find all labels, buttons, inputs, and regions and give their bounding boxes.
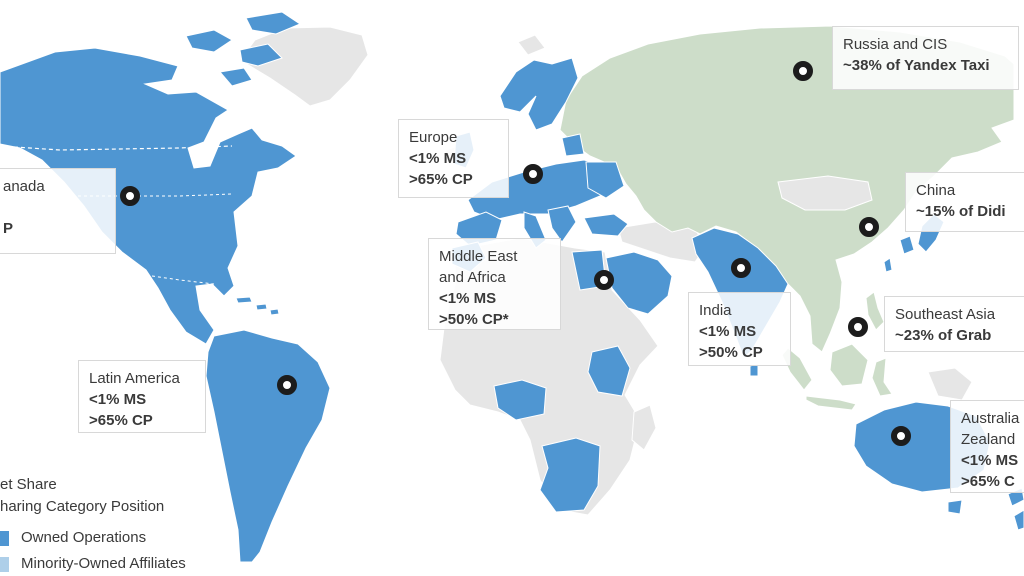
region-caribbean-3 (269, 308, 280, 316)
region-south-america (205, 329, 331, 563)
region-south-korea (899, 235, 915, 255)
callout-value: >50% CP (699, 344, 763, 361)
region-caribbean-2 (255, 303, 268, 311)
region-balkans (547, 205, 577, 243)
callout-southeast-asia: Southeast Asia ~23% of Grab (884, 296, 1024, 352)
callout-value: P (3, 220, 14, 237)
region-south-africa (539, 437, 601, 513)
callout-us-canada: anada P (0, 168, 116, 254)
region-svalbard (517, 34, 546, 56)
map-markers (120, 61, 911, 446)
legend-item-label: Owned Operations (21, 529, 147, 546)
callout-india: India <1% MS >50% CP (688, 292, 791, 366)
marker-europe-icon (523, 164, 543, 184)
callout-value (3, 197, 105, 218)
marker-middle-east-africa-icon (594, 270, 614, 290)
region-arctic-island-3 (245, 11, 302, 35)
region-arctic-island-2 (239, 43, 283, 67)
region-borneo (829, 343, 869, 387)
callout-value: <1% MS (409, 150, 467, 167)
marker-india-icon (731, 258, 751, 278)
callout-value: ~23% of Grab (895, 327, 992, 344)
callout-title: Latin America (89, 370, 180, 387)
owned-operations-swatch-icon (0, 530, 9, 546)
region-new-zealand-south (1013, 509, 1024, 531)
region-taiwan (883, 257, 893, 273)
callout-title: Middle East (439, 248, 518, 265)
callout-value: ~38% of Yandex Taxi (843, 57, 990, 74)
region-turkey (583, 213, 629, 237)
legend-item-owned-operations: Owned Operations (0, 527, 186, 549)
callout-value: >50% CP* (439, 311, 509, 328)
callout-value: >65% CP (89, 412, 153, 429)
callout-title: Zealand (961, 431, 1016, 448)
region-east-africa (587, 345, 631, 397)
callout-title: China (916, 182, 956, 199)
legend-item-minority-owned-affiliates: Minority-Owned Affiliates (0, 553, 186, 575)
region-scandinavia (499, 57, 579, 131)
callout-title: Russia and CIS (843, 36, 948, 53)
callout-value: >65% C (961, 473, 1015, 490)
marker-australia-icon (891, 426, 911, 446)
legend-item-label: Minority-Owned Affiliates (21, 555, 186, 572)
legend: et Share haring Category Position Owned … (0, 474, 186, 575)
callout-title: and Africa (439, 269, 506, 286)
callout-title: India (699, 302, 732, 319)
region-greenland (239, 26, 369, 107)
region-madagascar (631, 404, 657, 451)
marker-latin-america-icon (277, 375, 297, 395)
callout-value: >65% CP (409, 171, 473, 188)
region-arctic-island-1 (185, 29, 233, 53)
callout-australia-new-zealand: Australia Zealand <1% MS >65% C (950, 400, 1024, 493)
callout-title: Europe (409, 129, 458, 146)
region-tasmania (947, 499, 963, 515)
callout-latin-america: Latin America <1% MS >65% CP (78, 360, 206, 433)
region-philippines (865, 291, 885, 331)
region-caribbean-1 (235, 296, 253, 304)
callout-title: anada (3, 178, 45, 195)
region-arabian-peninsula (605, 251, 673, 315)
region-mongolia (777, 175, 873, 211)
marker-us-canada-icon (120, 186, 140, 206)
region-north-america (0, 47, 297, 345)
marker-southeast-asia-icon (848, 317, 868, 337)
legend-cp-note: haring Category Position (0, 498, 165, 515)
callout-value: <1% MS (961, 452, 1019, 469)
marker-russia-cis-icon (793, 61, 813, 81)
region-java (805, 395, 857, 411)
region-west-africa (493, 379, 547, 421)
callout-title: Australia (961, 410, 1020, 427)
marker-china-icon (859, 217, 879, 237)
callout-value: ~15% of Didi (916, 203, 1006, 220)
region-arctic-island-4 (219, 67, 253, 87)
callout-europe: Europe <1% MS >65% CP (398, 119, 509, 198)
region-sulawesi (871, 357, 893, 397)
callout-russia-cis: Russia and CIS ~38% of Yandex Taxi (832, 26, 1019, 90)
callout-middle-east-africa: Middle East and Africa <1% MS >50% CP* (428, 238, 561, 330)
region-new-guinea (927, 367, 973, 401)
minority-owned-affiliates-swatch-icon (0, 556, 9, 572)
callout-value: <1% MS (89, 391, 147, 408)
legend-ms-note: et Share (0, 476, 57, 493)
callout-title: Southeast Asia (895, 306, 996, 323)
callout-value: <1% MS (439, 290, 497, 307)
callout-value: <1% MS (699, 323, 757, 340)
region-ukraine (585, 161, 625, 199)
region-baltics (561, 133, 585, 157)
callout-china: China ~15% of Didi (905, 172, 1024, 232)
